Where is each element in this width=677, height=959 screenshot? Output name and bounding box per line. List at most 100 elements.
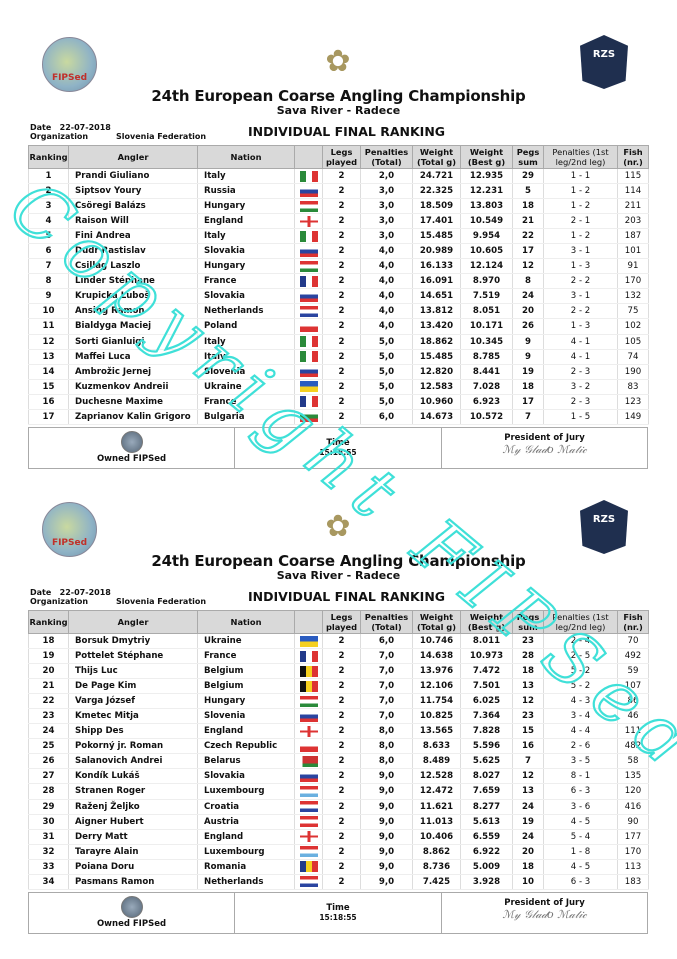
cell-ranking: 33 <box>28 859 69 875</box>
cell-weight-total: 13.565 <box>412 723 461 740</box>
cell-legs: 2 <box>322 288 361 305</box>
cell-nation: France <box>197 273 295 290</box>
cell-weight-best: 5.596 <box>460 738 513 755</box>
flag-cell <box>294 678 323 695</box>
org-label: Organization <box>30 597 89 606</box>
cell-penalties-legs: 2 - 3 <box>543 364 618 380</box>
cell-angler: Stranen Roger <box>68 783 198 800</box>
cell-pegs: 18 <box>512 198 544 215</box>
cell-nation: Czech Republic <box>197 738 295 755</box>
cell-angler: Aigner Hubert <box>68 814 198 830</box>
cell-penalties-legs: 1 - 2 <box>543 198 618 215</box>
table-row: 25 Pokorný jr. Roman Czech Republic 2 8,0 8.6… <box>28 738 649 755</box>
cell-pegs: 16 <box>512 738 544 755</box>
cell-angler: Pasmans Ramon <box>68 874 198 890</box>
cell-ranking: 8 <box>28 273 69 290</box>
cell-legs: 2 <box>322 364 361 380</box>
table-row: 14 Ambrožic Jernej Slovenia 2 5,0 12.820 8.441… <box>28 364 649 380</box>
cell-weight-total: 13.812 <box>412 303 461 320</box>
cell-ranking: 26 <box>28 753 69 770</box>
page-subtitle: Sava River - Radece <box>276 569 401 582</box>
cell-penalties-total: 4,0 <box>360 273 413 290</box>
cell-penalties-legs: 3 - 5 <box>543 753 618 770</box>
logo-text: FIPSed <box>51 73 88 83</box>
flag-cell <box>294 874 323 890</box>
cell-ranking: 1 <box>28 168 69 185</box>
slovenia-flag-icon <box>299 710 318 722</box>
cell-fish: 113 <box>617 859 649 875</box>
cell-weight-total: 13.420 <box>412 318 461 335</box>
cell-nation: Italy <box>197 349 295 365</box>
cell-angler: De Page Kim <box>68 678 198 695</box>
org-value: Slovenia Federation <box>116 132 207 141</box>
cell-nation: Croatia <box>197 799 295 815</box>
cell-nation: Ukraine <box>197 633 295 650</box>
table-row: 33 Poiana Doru Romania 2 9,0 8.736 5.009 18 4 - … <box>28 859 649 875</box>
netherlands-flag-icon <box>299 876 318 888</box>
cell-fish: 416 <box>617 799 649 815</box>
cell-angler: Varga József <box>68 693 198 710</box>
time-value: 15:18:55 <box>319 913 357 922</box>
table-row: 24 Shipp Des England 2 8,0 13.565 7.828 15 4 - 4… <box>28 723 649 740</box>
flag-cell <box>294 288 323 305</box>
cell-penalties-total: 7,0 <box>360 663 413 680</box>
table-row: 8 Linder Stéphane France 2 4,0 16.091 8.970 8 2 … <box>28 273 649 290</box>
cell-weight-best: 8.027 <box>460 768 513 785</box>
cell-nation: Belgium <box>197 663 295 680</box>
cell-angler: Linder Stéphane <box>68 273 198 290</box>
czech-flag-icon <box>299 740 318 752</box>
column-header: Weight (Total g) <box>412 145 461 169</box>
cell-penalties-legs: 2 - 2 <box>543 303 618 320</box>
cell-penalties-total: 7,0 <box>360 648 413 665</box>
cell-pegs: 18 <box>512 379 544 395</box>
cell-pegs: 17 <box>512 394 544 410</box>
cell-penalties-total: 8,0 <box>360 723 413 740</box>
flag-cell <box>294 783 323 800</box>
cell-penalties-total: 4,0 <box>360 318 413 335</box>
cell-fish: 149 <box>617 409 649 425</box>
cell-penalties-total: 3,0 <box>360 228 413 245</box>
table-row: 6 Dudr Rastislav Slovakia 2 4,0 20.989 10.605 1… <box>28 243 649 260</box>
cell-angler: Pottelet Stéphane <box>68 648 198 665</box>
cell-penalties-total: 4,0 <box>360 303 413 320</box>
cell-legs: 2 <box>322 213 361 230</box>
slovenia-flag-icon <box>299 366 318 378</box>
cell-angler: Salanovich Andrei <box>68 753 198 770</box>
cell-ranking: 2 <box>28 183 69 200</box>
table-row: 16 Duchesne Maxime France 2 5,0 10.960 6.923 17… <box>28 394 649 410</box>
slovakia-flag-icon <box>299 245 318 257</box>
belgium-flag-icon <box>299 665 318 677</box>
cell-ranking: 17 <box>28 409 69 425</box>
england-flag-icon <box>299 831 318 843</box>
cell-penalties-total: 3,0 <box>360 213 413 230</box>
cell-fish: 58 <box>617 753 649 770</box>
cell-weight-total: 16.133 <box>412 258 461 275</box>
table-row: 30 Aigner Hubert Austria 2 9,0 11.013 5.613 19 4… <box>28 814 649 830</box>
cell-penalties-legs: 3 - 1 <box>543 288 618 305</box>
cell-fish: 177 <box>617 829 649 845</box>
cell-nation: Bulgaria <box>197 409 295 425</box>
cell-legs: 2 <box>322 814 361 830</box>
cell-fish: 74 <box>617 349 649 365</box>
date-label: Date <box>30 123 52 132</box>
luxembourg-flag-icon <box>299 846 318 858</box>
cell-penalties-legs: 1 - 2 <box>543 228 618 245</box>
cell-fish: 170 <box>617 844 649 860</box>
cell-pegs: 23 <box>512 633 544 650</box>
cell-ranking: 23 <box>28 708 69 725</box>
cell-penalties-legs: 2 - 3 <box>543 394 618 410</box>
cell-legs: 2 <box>322 723 361 740</box>
cell-pegs: 24 <box>512 829 544 845</box>
cell-penalties-legs: 2 - 4 <box>543 633 618 650</box>
cell-pegs: 24 <box>512 799 544 815</box>
column-header: Nation <box>197 610 295 634</box>
table-row: 10 Ansing Ramon Netherlands 2 4,0 13.812 8.051… <box>28 303 649 320</box>
cell-nation: Slovenia <box>197 364 295 380</box>
table-row: 20 Thijs Luc Belgium 2 7,0 13.976 7.472 18 5 - 2… <box>28 663 649 680</box>
cell-weight-total: 22.325 <box>412 183 461 200</box>
cell-angler: Fini Andrea <box>68 228 198 245</box>
cell-weight-total: 8.489 <box>412 753 461 770</box>
cell-legs: 2 <box>322 198 361 215</box>
time-box: Time 15:18:55 <box>235 428 442 468</box>
cell-weight-total: 17.401 <box>412 213 461 230</box>
